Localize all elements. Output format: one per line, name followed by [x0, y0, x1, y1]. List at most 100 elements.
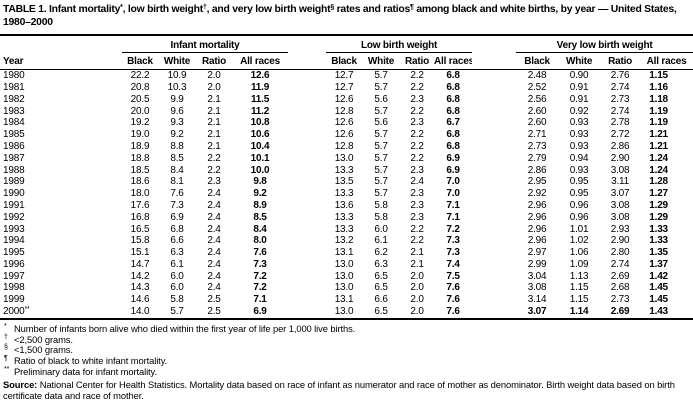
- data-cell: 12.6: [334, 93, 354, 105]
- data-cell: 8.5: [170, 152, 184, 164]
- column-header-white: White: [158, 52, 196, 70]
- data-cell: 2.86: [610, 140, 630, 152]
- year-cell: 1998: [3, 282, 25, 294]
- data-cell: 5.7: [374, 140, 388, 152]
- data-cell: 3.08: [610, 199, 630, 211]
- data-cell: 6.5: [374, 270, 388, 282]
- data-cell: 2.4: [207, 199, 221, 211]
- year-cell: 1996: [3, 258, 25, 270]
- data-cell: 1.13: [569, 270, 589, 282]
- table-row: 2000** 14.0 5.7 2.5 6.9 13.0 6.5 2.0 7.6 3.07 1.14…: [0, 306, 693, 319]
- gap-cell: [472, 129, 516, 141]
- gap-cell: [288, 235, 326, 247]
- data-cell: 1.45: [649, 294, 668, 306]
- data-cell: 7.3: [170, 199, 184, 211]
- data-cell: 7.2: [253, 282, 267, 294]
- data-cell: 0.95: [569, 176, 589, 188]
- data-cell: 1.43: [649, 306, 668, 318]
- gap-cell: [288, 271, 326, 283]
- gap-cell: [288, 176, 326, 188]
- data-cell: 8.5: [253, 211, 267, 223]
- source-label: Source:: [3, 378, 38, 390]
- gap-cell: [288, 259, 326, 271]
- data-cell: 14.3: [130, 282, 150, 294]
- data-cell: 5.7: [374, 81, 388, 93]
- data-cell: 15.8: [130, 235, 150, 247]
- data-cell: 2.1: [207, 93, 221, 105]
- data-cell: 6.3: [170, 247, 184, 259]
- data-cell: 6.8: [446, 105, 460, 117]
- table-body: 1980 22.2 10.9 2.0 12.6 12.7 5.7 2.2 6.8 2.48 0.90…: [0, 70, 693, 319]
- data-cell: 2.3: [410, 117, 424, 129]
- data-cell: 2.73: [610, 294, 630, 306]
- data-cell: 22.2: [130, 70, 150, 82]
- data-cell: 1.24: [649, 152, 668, 164]
- data-cell: 2.2: [410, 70, 424, 82]
- data-cell: 2.2: [410, 223, 424, 235]
- data-cell: 8.9: [253, 199, 267, 211]
- data-cell: 5.7: [374, 176, 388, 188]
- data-cell: 2.71: [527, 129, 547, 141]
- year-cell: 1991: [3, 199, 25, 211]
- data-cell: 2.48: [527, 70, 547, 82]
- data-cell: 2.73: [610, 93, 630, 105]
- data-cell: 11.5: [250, 93, 270, 105]
- year-cell: 1982: [3, 93, 25, 105]
- data-cell: 6.5: [374, 282, 388, 294]
- data-cell: 7.2: [253, 270, 267, 282]
- data-cell: 7.3: [446, 247, 460, 259]
- data-cell: 6.6: [170, 235, 184, 247]
- data-cell: 15.1: [130, 247, 150, 259]
- data-cell: 6.1: [374, 235, 388, 247]
- gap-cell: [472, 164, 516, 176]
- data-cell: 0.92: [569, 105, 589, 117]
- year-cell: 1983: [3, 105, 25, 117]
- year-cell: 1981: [3, 81, 25, 93]
- year-cell: 1995: [3, 247, 25, 259]
- data-cell: 1.24: [649, 164, 668, 176]
- gap-cell: [472, 188, 516, 200]
- footnote-list: * Number of infants born alive who died w…: [3, 323, 690, 378]
- data-cell: 10.6: [250, 129, 270, 141]
- data-cell: 0.95: [569, 188, 589, 200]
- data-cell: 1.15: [649, 70, 668, 82]
- column-header-white: White: [362, 52, 401, 70]
- data-cell: 2.60: [527, 117, 547, 129]
- data-cell: 7.4: [446, 258, 460, 270]
- data-cell: 7.2: [446, 223, 460, 235]
- data-cell: 6.3: [374, 258, 388, 270]
- data-cell: 13.3: [334, 223, 354, 235]
- gap-cell: [288, 94, 326, 106]
- data-cell: 2.69: [610, 270, 630, 282]
- column-header-ratio: Ratio: [600, 52, 641, 70]
- data-cell: 14.6: [130, 294, 150, 306]
- data-cell: 7.6: [446, 294, 460, 306]
- source-text: National Center for Health Statistics. M…: [3, 378, 675, 401]
- data-cell: 2.95: [527, 176, 547, 188]
- group-header-low-birth-weight: Low birth weight: [326, 35, 473, 53]
- data-cell: 6.6: [374, 294, 388, 306]
- year-cell: 1994: [3, 235, 25, 247]
- table-row: 1982 20.5 9.9 2.1 11.5 12.6 5.6 2.3 6.8 2.56 0.91 2…: [0, 94, 693, 106]
- data-cell: 2.96: [527, 223, 547, 235]
- data-table: Infant mortality Low birth weight Very l…: [0, 34, 693, 320]
- data-cell: 2.0: [410, 282, 424, 294]
- data-cell: 1.29: [649, 211, 668, 223]
- data-cell: 13.0: [334, 152, 354, 164]
- data-cell: 14.0: [130, 306, 150, 318]
- footnotes-section: * Number of infants born alive who died w…: [0, 323, 693, 402]
- data-cell: 3.07: [610, 188, 630, 200]
- table-row: 1988 18.5 8.4 2.2 10.0 13.3 5.7 2.3 6.9 2.86 0.93 3…: [0, 164, 693, 176]
- data-cell: 2.3: [410, 211, 424, 223]
- data-cell: 2.0: [207, 81, 221, 93]
- gap-cell: [288, 70, 326, 82]
- data-cell: 2.74: [610, 81, 630, 93]
- data-cell: 5.7: [374, 129, 388, 141]
- footnote-marker: †: [202, 4, 207, 11]
- data-cell: 17.6: [130, 199, 150, 211]
- gap-cell: [472, 105, 516, 117]
- data-cell: 2.93: [610, 223, 630, 235]
- data-cell: 7.6: [170, 188, 184, 200]
- data-cell: 2.4: [207, 211, 221, 223]
- column-header-ratio: Ratio: [400, 52, 435, 70]
